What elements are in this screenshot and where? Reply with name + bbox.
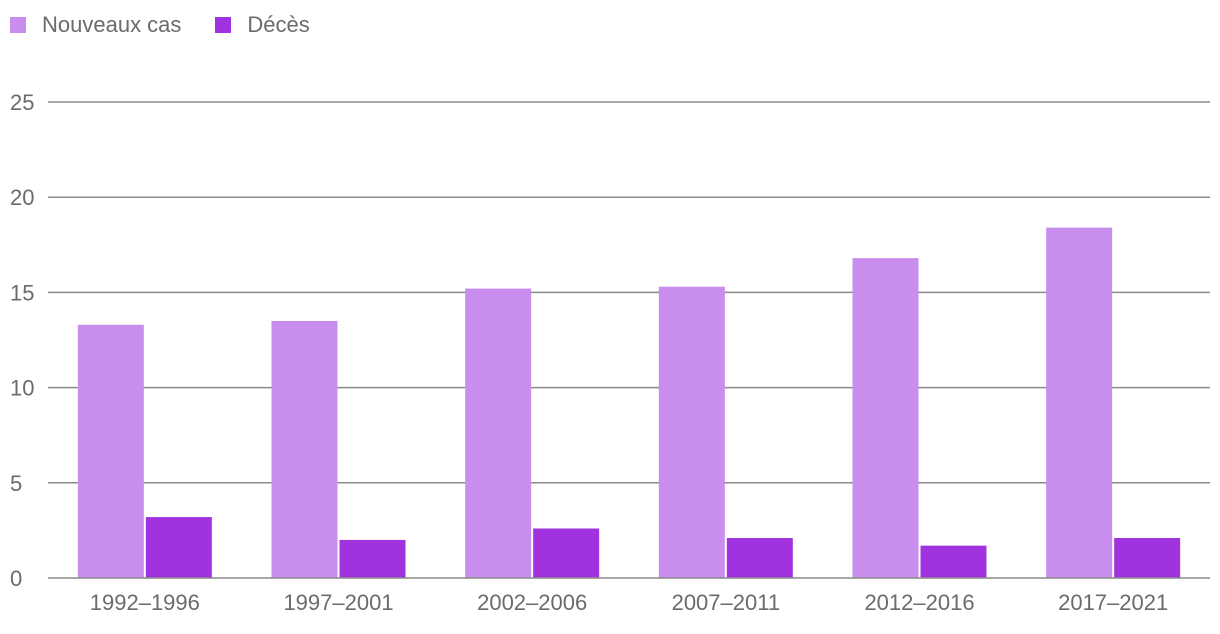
legend-item-nouveaux-cas[interactable]: Nouveaux cas — [10, 12, 181, 38]
bar-nouveaux-cas-1[interactable] — [271, 320, 338, 578]
x-tick-label: 2002–2006 — [477, 590, 587, 615]
bar-nouveaux-cas-5[interactable] — [1046, 227, 1113, 578]
y-tick-label: 0 — [10, 566, 22, 591]
x-tick-label: 1997–2001 — [283, 590, 393, 615]
bar-deces-2[interactable] — [533, 528, 600, 578]
legend: Nouveaux cas Décès — [10, 12, 344, 38]
y-tick-label: 15 — [10, 280, 34, 305]
y-tick-label: 25 — [10, 90, 34, 115]
x-tick-label: 1992–1996 — [90, 590, 200, 615]
bar-deces-4[interactable] — [920, 545, 987, 578]
legend-swatch-deces — [215, 17, 232, 33]
x-tick-label: 2007–2011 — [672, 590, 781, 615]
gridlines — [48, 101, 1210, 484]
x-axis-ticks: 1992–1996 1997–2001 2002–2006 2007–2011 2012… — [90, 590, 1168, 615]
x-tick-label: 2017–2021 — [1058, 590, 1168, 615]
bar-nouveaux-cas-0[interactable] — [77, 324, 144, 578]
x-tick-label: 2012–2016 — [864, 590, 974, 615]
y-tick-label: 20 — [10, 185, 34, 210]
y-tick-label: 10 — [10, 376, 34, 401]
bar-deces-3[interactable] — [726, 538, 793, 578]
bar-nouveaux-cas-2[interactable] — [465, 288, 532, 578]
bar-deces-1[interactable] — [339, 539, 406, 578]
bars — [77, 227, 1181, 578]
legend-item-deces[interactable]: Décès — [215, 12, 310, 38]
y-tick-label: 5 — [10, 471, 22, 496]
bar-deces-5[interactable] — [1114, 538, 1181, 578]
bar-nouveaux-cas-3[interactable] — [658, 286, 725, 578]
y-axis-ticks: 0 5 10 15 20 25 — [10, 90, 34, 591]
bar-deces-0[interactable] — [145, 517, 212, 578]
legend-label-deces: Décès — [247, 12, 310, 37]
bar-nouveaux-cas-4[interactable] — [852, 258, 919, 578]
legend-swatch-nouveaux-cas — [10, 17, 26, 33]
legend-label-nouveaux-cas: Nouveaux cas — [42, 12, 182, 37]
